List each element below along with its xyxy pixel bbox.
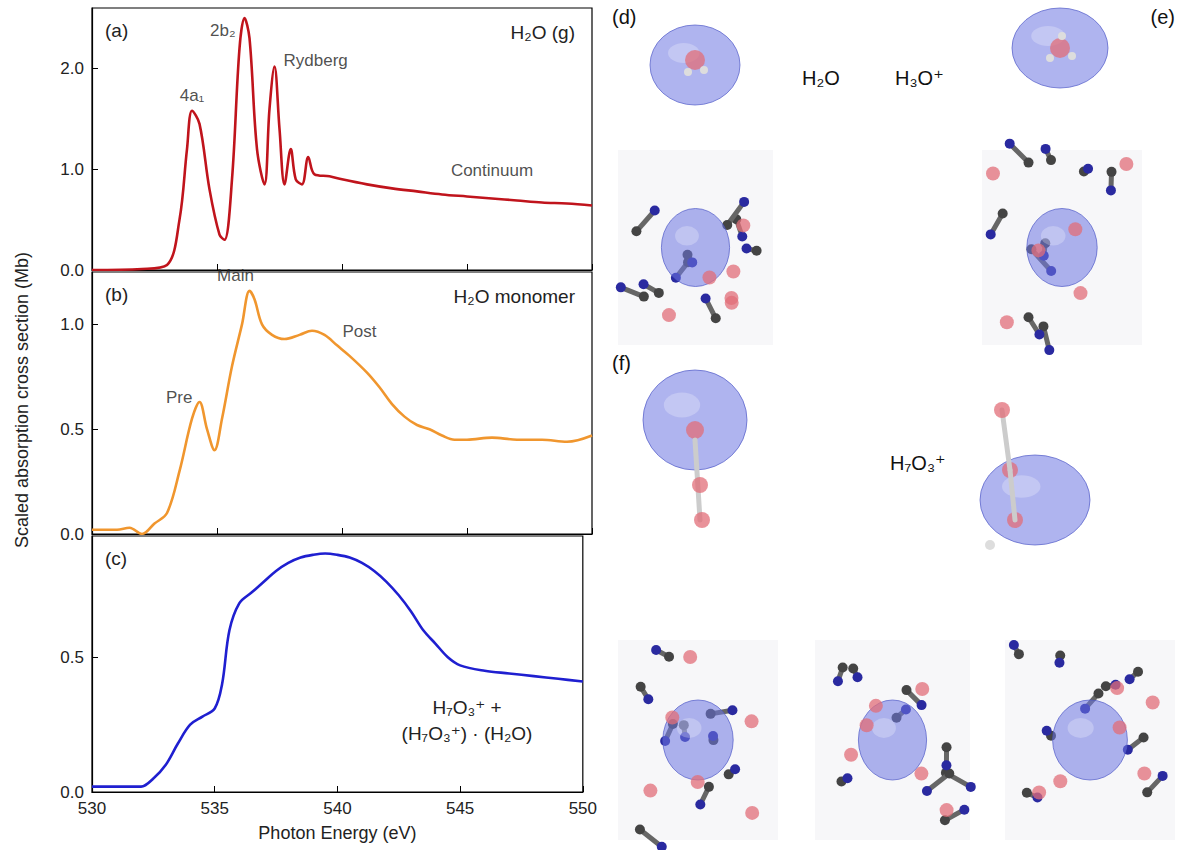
svg-text:H₂O monomer: H₂O monomer [454,286,576,307]
svg-text:Rydberg: Rydberg [284,51,348,70]
svg-text:550: 550 [569,799,597,818]
svg-text:0.0: 0.0 [60,261,84,280]
svg-text:H₂O (g): H₂O (g) [511,22,575,43]
svg-text:(a): (a) [105,20,128,41]
svg-text:H₂O: H₂O [802,67,840,89]
svg-text:545: 545 [446,799,474,818]
svg-text:0.5: 0.5 [60,648,84,667]
svg-text:H₇O₃⁺ +: H₇O₃⁺ + [432,697,501,718]
svg-text:1.0: 1.0 [60,315,84,334]
svg-text:(H₇O₃⁺) · (H₂O): (H₇O₃⁺) · (H₂O) [402,723,533,744]
svg-text:Photon Energy (eV): Photon Energy (eV) [258,823,416,843]
svg-text:(b): (b) [105,284,128,305]
svg-text:H₃O⁺: H₃O⁺ [895,67,944,89]
svg-text:(f): (f) [612,352,631,374]
svg-text:(c): (c) [105,548,127,569]
svg-text:(d): (d) [612,6,636,28]
svg-text:Scaled absorption cross sectio: Scaled absorption cross section (Mb) [12,252,32,548]
svg-text:Main: Main [217,266,254,285]
svg-text:4a₁: 4a₁ [180,86,205,105]
svg-text:0.0: 0.0 [60,782,84,802]
svg-text:Post: Post [343,322,377,341]
svg-text:H₇O₃⁺: H₇O₃⁺ [890,452,946,474]
svg-text:540: 540 [323,799,351,818]
svg-text:530: 530 [78,799,106,818]
svg-text:0.0: 0.0 [60,525,84,544]
svg-text:0.5: 0.5 [60,420,84,439]
svg-text:1.0: 1.0 [60,160,84,179]
svg-text:(e): (e) [1151,6,1175,28]
svg-text:Pre: Pre [166,388,192,407]
svg-text:535: 535 [201,799,229,818]
svg-text:2b₂: 2b₂ [210,21,236,40]
svg-text:Continuum: Continuum [451,161,533,180]
svg-text:2.0: 2.0 [60,59,84,78]
